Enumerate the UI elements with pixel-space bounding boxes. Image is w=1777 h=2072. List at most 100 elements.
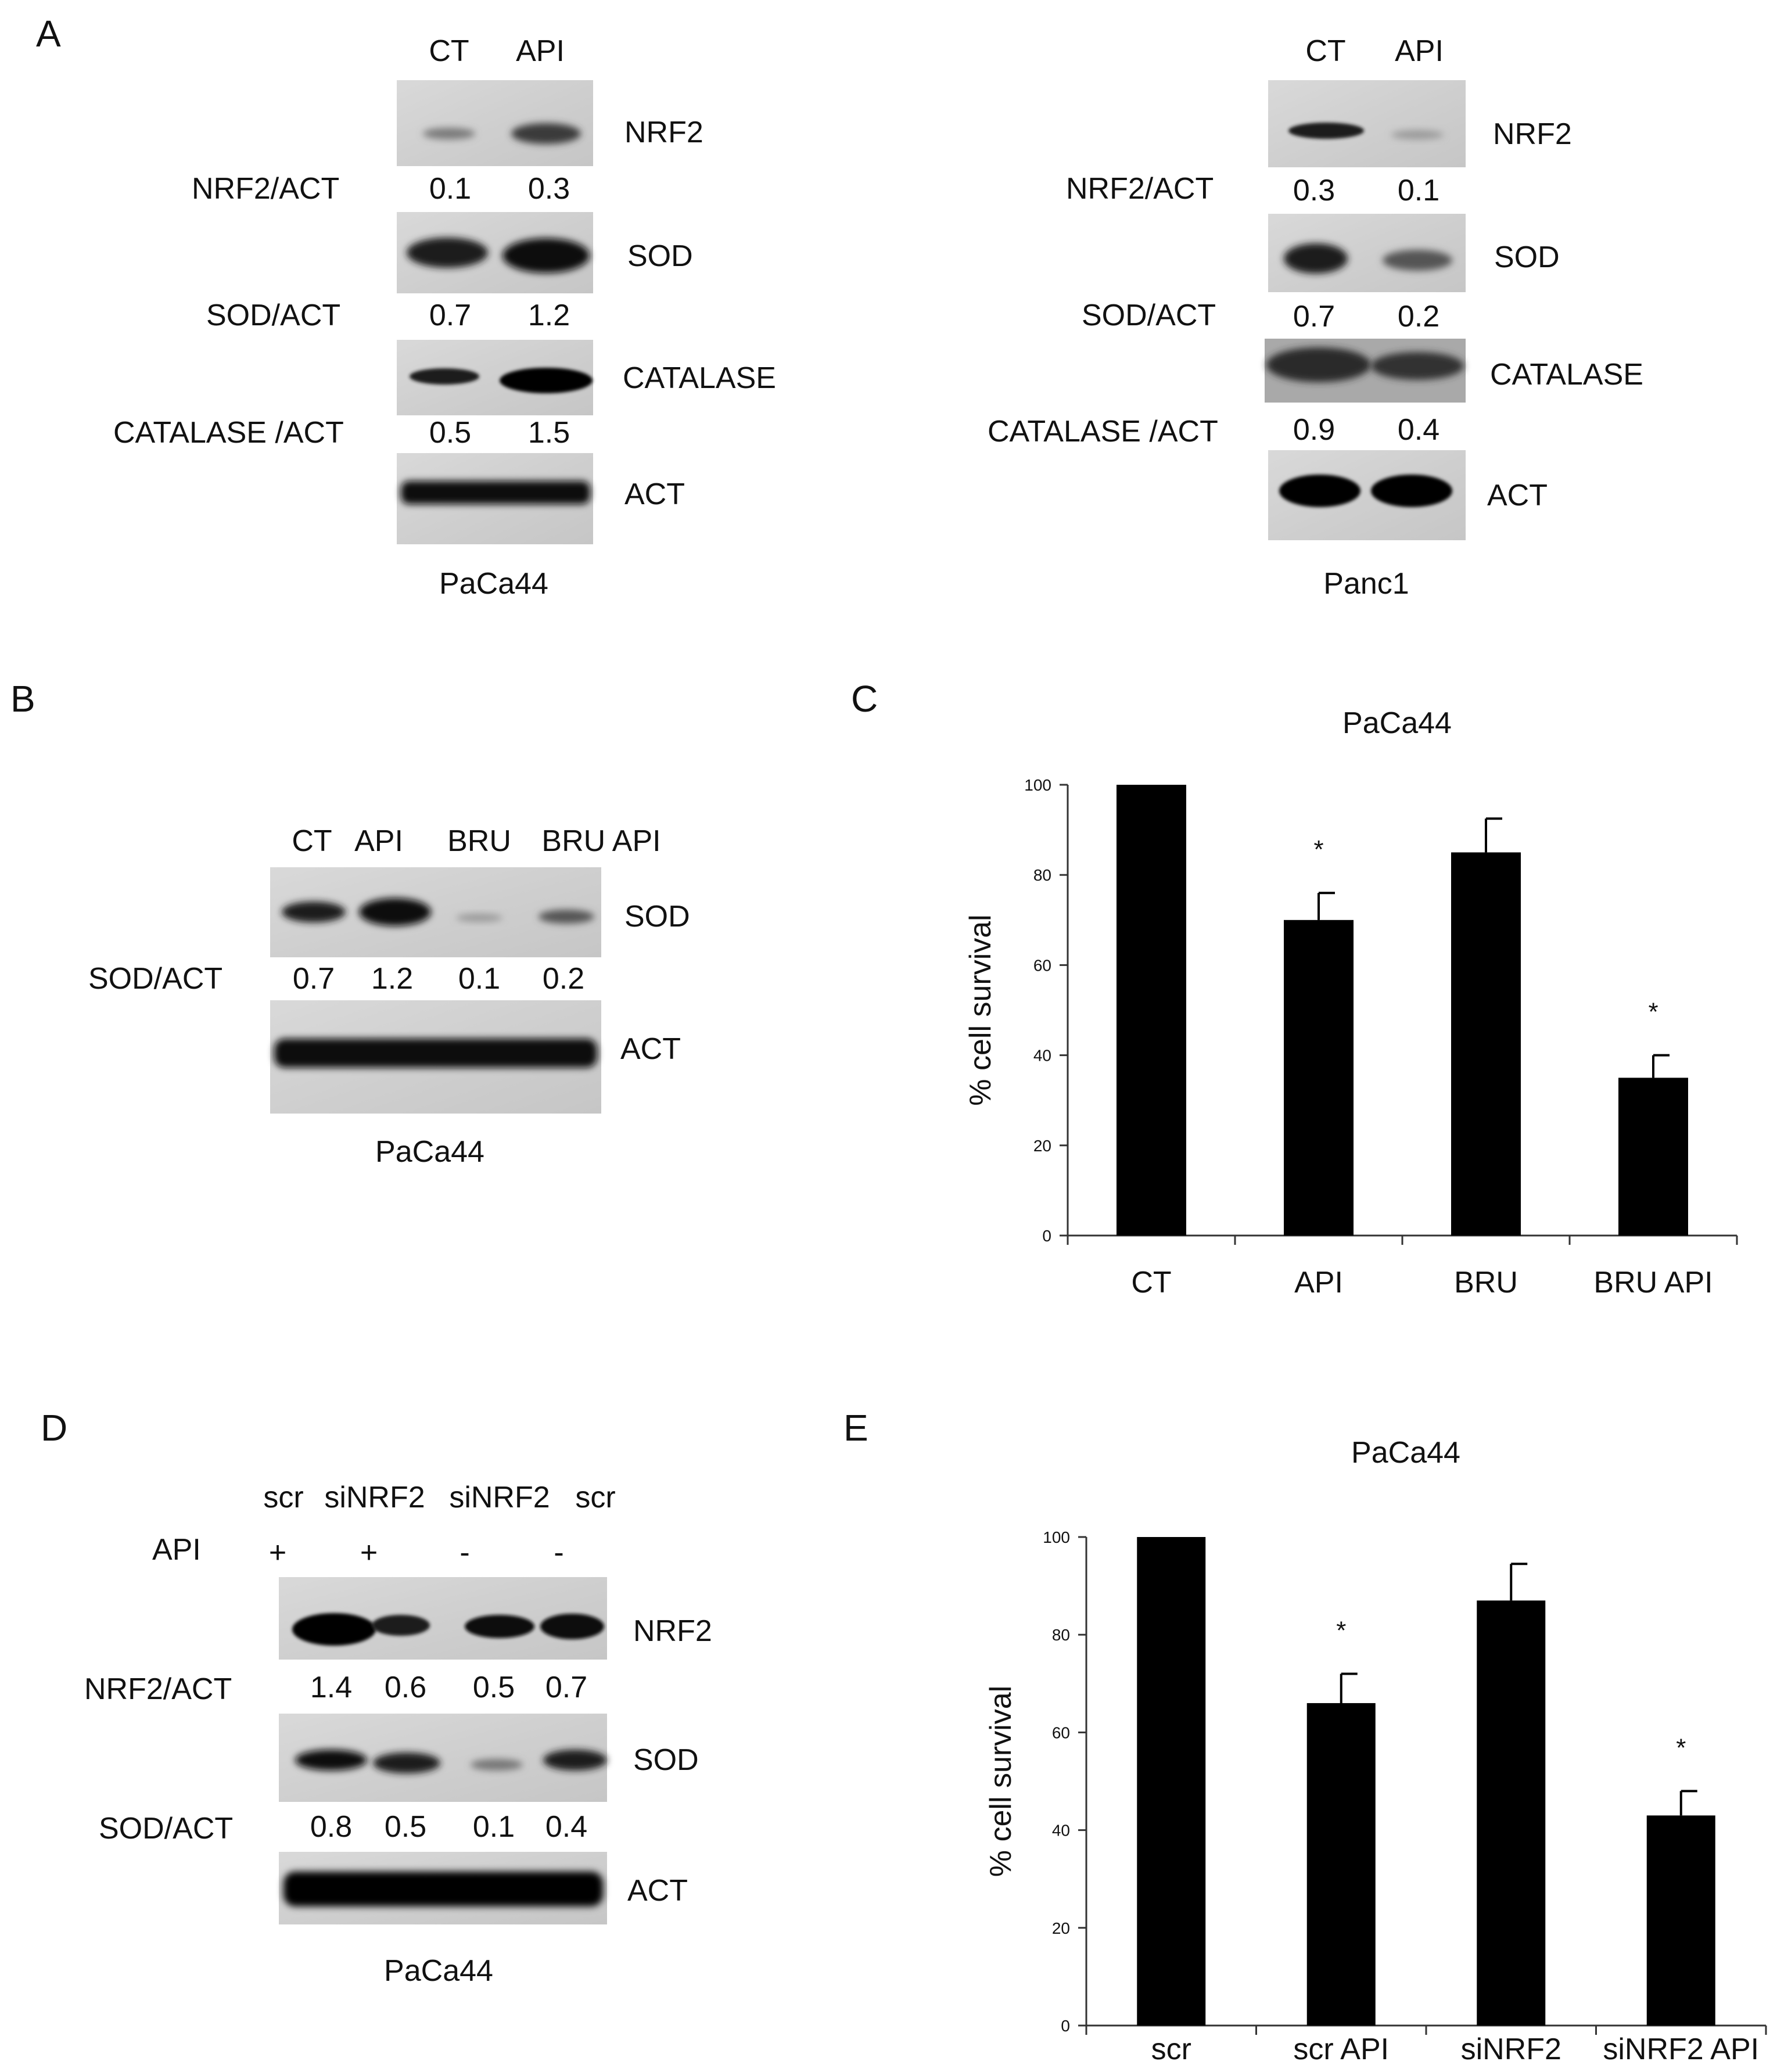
panel-a-right-blot: CT API NRF2 NRF2/ACT 0.3 0.1 SOD SOD/ACT… [988, 34, 1643, 601]
panel-letter-c: C [851, 678, 878, 720]
bar [1477, 1600, 1546, 2026]
band [1371, 475, 1452, 507]
lane-label: CT [1305, 34, 1345, 68]
panel-letter-b: B [10, 678, 35, 720]
cell-line-label: PaCa44 [384, 1954, 493, 1988]
band [295, 1750, 367, 1771]
y-tick-label: 100 [1024, 776, 1051, 794]
x-category-label: siNRF2 API [1603, 2033, 1759, 2066]
y-tick-label: 80 [1033, 866, 1051, 884]
ratio-label: SOD/ACT [1082, 299, 1216, 332]
lane-label: BRU [447, 824, 511, 858]
y-tick-label: 40 [1033, 1047, 1051, 1065]
ratio-value: 0.1 [458, 962, 500, 996]
significance-mark: * [1336, 1616, 1346, 1644]
ratio-value: 0.2 [1398, 300, 1439, 333]
significance-mark: * [1313, 835, 1323, 864]
band [465, 1615, 534, 1638]
x-category-label: BRU [1454, 1266, 1518, 1299]
chart-c: PaCa44 0 20 40 60 80 100 CT * API BRU * BRU API % cel… [964, 706, 1738, 1299]
band-label: ACT [624, 477, 685, 511]
lane-label: BRU API [541, 824, 660, 858]
ratio-value: 1.2 [371, 962, 413, 996]
ratio-value: 0.2 [543, 962, 584, 996]
x-category-label: siNRF2 [1461, 2033, 1561, 2066]
bar [1117, 785, 1186, 1236]
band [540, 1614, 604, 1639]
band [1284, 243, 1348, 274]
treatment-sign: + [269, 1536, 286, 1570]
bar [1618, 1078, 1688, 1236]
band [456, 914, 502, 922]
band [511, 123, 581, 144]
y-tick-label: 80 [1052, 1626, 1070, 1644]
ratio-label: SOD/ACT [206, 299, 340, 332]
lane-label: scr [575, 1481, 615, 1514]
ratio-value: 0.3 [1293, 174, 1335, 207]
band [423, 128, 475, 139]
band-label: SOD [633, 1743, 699, 1777]
band [502, 238, 590, 273]
band [1288, 123, 1364, 139]
lane-label: siNRF2 [449, 1481, 550, 1514]
ratio-value: 0.7 [545, 1671, 587, 1704]
band-label: ACT [1487, 479, 1548, 512]
band [1266, 347, 1371, 382]
ratio-value: 0.7 [293, 962, 335, 996]
ratio-value: 0.9 [1293, 413, 1335, 447]
band [274, 1039, 597, 1068]
ratio-label: NRF2/ACT [192, 172, 339, 206]
ratio-value: 0.7 [1293, 300, 1335, 333]
band-label: CATALASE [623, 361, 776, 395]
band [407, 238, 488, 268]
ratio-value: 0.8 [310, 1810, 352, 1844]
band-label: NRF2 [633, 1614, 712, 1648]
panel-b-blot: CT API BRU BRU API SOD SOD/ACT 0.7 1.2 0… [88, 824, 690, 1169]
band [1391, 130, 1444, 139]
ratio-label: NRF2/ACT [84, 1672, 232, 1706]
ratio-value: 1.5 [528, 416, 570, 450]
band [471, 1759, 523, 1771]
x-category-label: BRU API [1593, 1266, 1713, 1299]
band [500, 368, 593, 393]
x-category-label: scr [1151, 2033, 1191, 2066]
chart-e: PaCa44 0 20 40 60 80 100 scr * scr API siNRF2 * siNR… [984, 1436, 1767, 2066]
band [401, 481, 590, 504]
x-category-label: scr API [1293, 2033, 1389, 2066]
y-tick-label: 60 [1052, 1723, 1070, 1741]
lane-label: scr [263, 1481, 303, 1514]
ratio-label: NRF2/ACT [1066, 172, 1214, 206]
ratio-value: 0.1 [473, 1810, 515, 1844]
ratio-value: 0.6 [385, 1671, 426, 1704]
ratio-value: 0.7 [429, 299, 471, 332]
ratio-value: 1.4 [310, 1671, 352, 1704]
ratio-label: CATALASE /ACT [988, 415, 1218, 448]
band-label: ACT [620, 1032, 681, 1066]
chart-title: PaCa44 [1351, 1436, 1460, 1470]
band-label: NRF2 [624, 116, 703, 149]
band [1279, 475, 1360, 507]
x-category-label: CT [1131, 1266, 1171, 1299]
significance-mark: * [1648, 998, 1658, 1026]
y-tick-label: 40 [1052, 1822, 1070, 1840]
band-label: SOD [1494, 240, 1560, 274]
lane-label: API [1395, 34, 1444, 68]
ratio-value: 0.3 [528, 172, 570, 206]
cell-line-label: PaCa44 [439, 567, 548, 601]
ratio-value: 0.4 [1398, 413, 1439, 447]
band [372, 1615, 430, 1636]
ratio-label: SOD/ACT [99, 1812, 233, 1845]
ratio-value: 0.5 [429, 416, 471, 450]
band [543, 1750, 607, 1771]
ratio-value: 0.1 [429, 172, 471, 206]
treatment-sign: + [360, 1536, 378, 1570]
cell-line-label: Panc1 [1323, 567, 1409, 601]
y-tick-label: 20 [1033, 1137, 1051, 1155]
band-label: ACT [627, 1874, 688, 1908]
blot-strip-nrf2 [397, 80, 593, 166]
panel-letter-a: A [36, 13, 61, 55]
band-label: SOD [627, 239, 693, 273]
lane-label: CT [429, 34, 469, 68]
ratio-value: 0.5 [473, 1671, 515, 1704]
lane-label: CT [292, 824, 332, 858]
